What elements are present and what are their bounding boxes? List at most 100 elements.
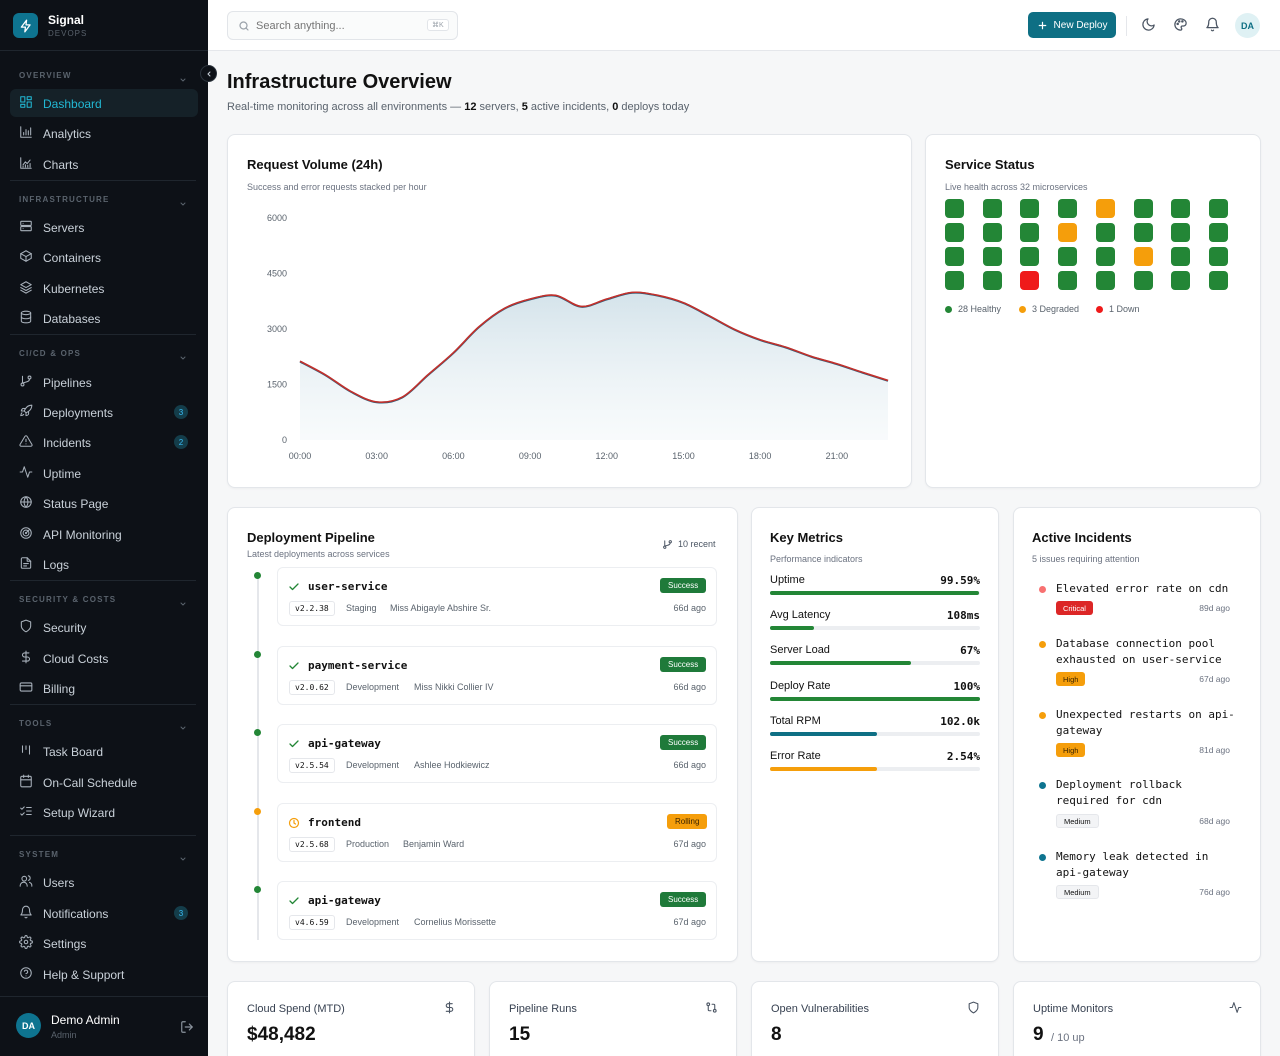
sidebar-item-security[interactable]: Security [10,613,198,641]
bell-icon[interactable] [1205,17,1220,32]
service-status-cell[interactable] [945,247,964,266]
lightning-icon [13,13,38,38]
chevron-down-icon[interactable] [179,195,187,206]
service-status-cell[interactable] [1095,247,1115,266]
service-status-cell[interactable] [1171,271,1191,290]
sidebar-item-logs[interactable]: Logs [10,550,198,578]
service-status-cell[interactable] [1171,223,1191,242]
service-status-cell[interactable] [945,199,964,218]
service-status-cell[interactable] [1208,271,1228,290]
service-status-cell[interactable] [1208,223,1228,242]
incident-title[interactable]: Database connection pool exhausted on us… [1056,637,1222,666]
service-status-cell[interactable] [1095,199,1115,218]
service-status-cell[interactable] [1058,223,1078,242]
sidebar-item-uptime[interactable]: Uptime [10,459,198,487]
logout-icon[interactable] [180,1020,194,1034]
sidebar-item-servers[interactable]: Servers [10,213,198,241]
deployment-item[interactable]: api-gateway Success v2.5.54 Development Ashl… [277,724,717,783]
sidebar-item-deployments[interactable]: Deployments 3 [10,398,198,426]
service-status-cell[interactable] [1020,247,1040,266]
sidebar-item-label: Help & Support [43,968,125,982]
severity-badge: High [1056,743,1086,757]
sidebar-item-notifications[interactable]: Notifications 3 [10,899,198,927]
nav-section-label[interactable]: OVERVIEW [19,71,72,80]
metric-value: 108ms [946,609,980,623]
sidebar-item-kubernetes[interactable]: Kubernetes [10,274,198,302]
service-status-cell[interactable] [982,223,1002,242]
service-status-cell[interactable] [1020,199,1040,218]
sidebar-item-task-board[interactable]: Task Board [10,737,198,765]
incident-title[interactable]: Unexpected restarts on api-gateway [1056,708,1235,737]
chevron-down-icon[interactable] [179,595,187,606]
deployment-item[interactable]: payment-service Success v2.0.62 Development… [277,646,717,705]
nav-section-label[interactable]: CI/CD & OPS [19,349,82,358]
sidebar-item-containers[interactable]: Containers [10,243,198,271]
sidebar-item-setup-wizard[interactable]: Setup Wizard [10,798,198,826]
service-status-cell[interactable] [1133,199,1153,218]
stat-card[interactable] [1013,981,1261,1056]
service-status-cell[interactable] [1133,247,1153,266]
chevron-down-icon[interactable] [179,850,187,861]
service-status-cell[interactable] [1020,223,1040,242]
sidebar-item-dashboard[interactable]: Dashboard [10,89,198,117]
search-input[interactable] [256,18,416,34]
card-subtitle: Performance indicators [770,554,863,564]
service-status-cell[interactable] [982,247,1002,266]
sidebar-item-status-page[interactable]: Status Page [10,489,198,517]
chevron-down-icon[interactable] [179,71,187,82]
service-status-cell[interactable] [1171,247,1191,266]
sidebar-item-charts[interactable]: Charts [10,150,198,178]
incident-title[interactable]: Deployment rollback required for cdn [1056,778,1182,807]
service-status-cell[interactable] [1095,271,1115,290]
service-status-cell[interactable] [1133,223,1153,242]
sidebar-item-on-call-schedule[interactable]: On-Call Schedule [10,768,198,796]
service-status-cell[interactable] [945,223,964,242]
service-status-cell[interactable] [1058,247,1078,266]
chevron-down-icon[interactable] [179,719,187,730]
sidebar-item-settings[interactable]: Settings [10,929,198,957]
service-status-cell[interactable] [1095,223,1115,242]
sidebar-item-users[interactable]: Users [10,868,198,896]
brand[interactable]: Signal DEVOPS [0,0,208,51]
sidebar-item-databases[interactable]: Databases [10,304,198,332]
user-avatar[interactable]: DA [1235,13,1260,38]
search-box[interactable]: ⌘K [227,11,458,40]
user-profile[interactable]: DA Demo Admin Admin [0,996,208,1056]
service-status-cell[interactable] [982,199,1002,218]
sidebar-item-help-support[interactable]: Help & Support [10,960,198,988]
incident-title[interactable]: Elevated error rate on cdn [1056,582,1229,595]
service-status-cell[interactable] [1133,271,1153,290]
collapse-sidebar-button[interactable] [200,65,217,82]
service-status-cell[interactable] [1058,199,1078,218]
sidebar-item-analytics[interactable]: Analytics [10,119,198,147]
nav-section-label[interactable]: SECURITY & COSTS [19,595,117,604]
deployment-item[interactable]: api-gateway Success v4.6.59 Development Corn… [277,881,717,940]
new-deploy-button[interactable]: New Deploy [1028,12,1116,38]
stat-card[interactable] [489,981,737,1056]
service-status-cell[interactable] [1058,271,1078,290]
stat-card[interactable] [751,981,999,1056]
service-status-cell[interactable] [1171,199,1191,218]
deployment-item[interactable]: user-service Success v2.2.38 Staging Miss Ab… [277,567,717,626]
sidebar-item-api-monitoring[interactable]: API Monitoring [10,520,198,548]
moon-icon[interactable] [1141,17,1156,32]
chevron-down-icon[interactable] [179,349,187,360]
incident-title[interactable]: Memory leak detected in api-gateway [1056,850,1209,879]
sidebar-item-label: Databases [43,312,101,326]
sidebar-item-pipelines[interactable]: Pipelines [10,368,198,396]
service-status-cell[interactable] [945,271,964,290]
deployment-item[interactable]: frontend Rolling v2.5.68 Production Benjamin… [277,803,717,862]
sidebar-item-cloud-costs[interactable]: Cloud Costs [10,644,198,672]
nav-section-label[interactable]: TOOLS [19,719,53,728]
environment-label: Development [346,917,400,927]
nav-section-label[interactable]: SYSTEM [19,850,60,859]
service-status-cell[interactable] [1020,271,1040,290]
sidebar-item-billing[interactable]: Billing [10,674,198,702]
service-status-cell[interactable] [1208,199,1228,218]
stat-card[interactable] [227,981,475,1056]
nav-section-label[interactable]: INFRASTRUCTURE [19,195,110,204]
palette-icon[interactable] [1173,17,1188,32]
sidebar-item-incidents[interactable]: Incidents 2 [10,428,198,456]
service-status-cell[interactable] [1208,247,1228,266]
service-status-cell[interactable] [982,271,1002,290]
